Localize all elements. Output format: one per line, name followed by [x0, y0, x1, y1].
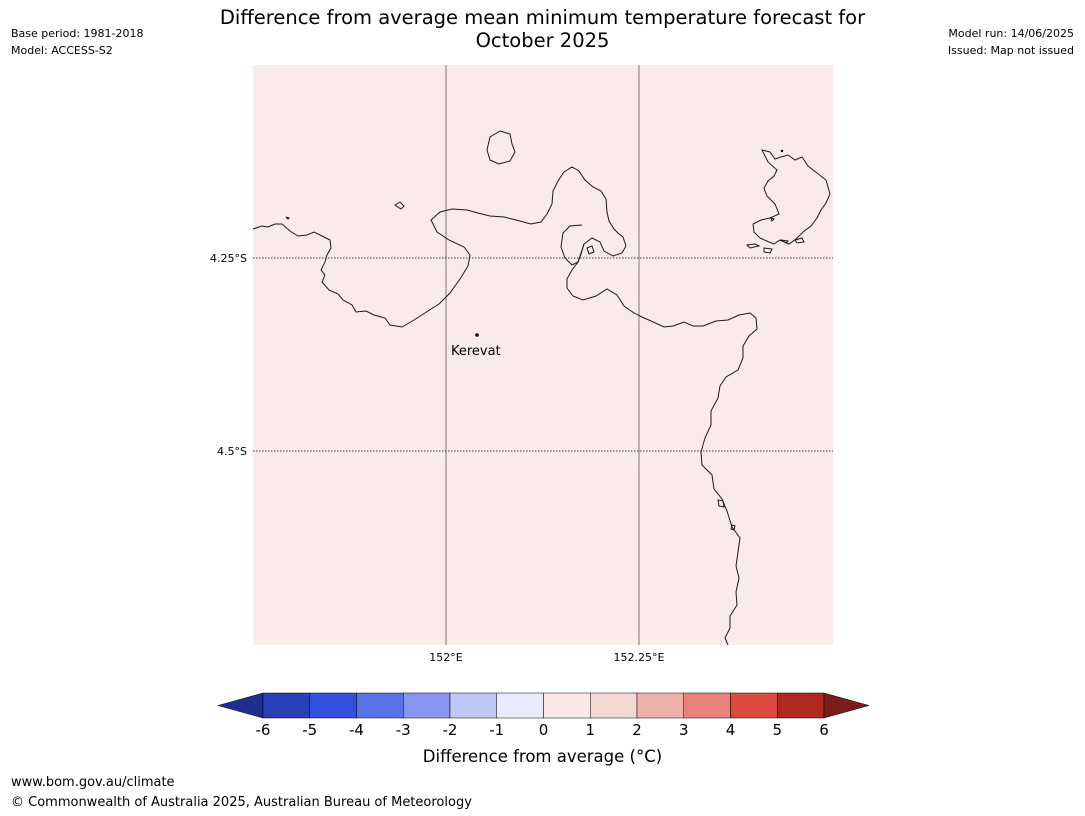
- colorbar-tick-label: 2: [632, 721, 642, 739]
- coastline: [252, 166, 758, 646]
- colorbar-segment: [777, 692, 825, 719]
- colorbar-tick-label: -2: [443, 721, 458, 739]
- coastline: [560, 224, 585, 266]
- model-text: Model: ACCESS-S2: [11, 44, 113, 57]
- model-run-text: Model run: 14/06/2025: [948, 27, 1074, 40]
- map-title-line1: Difference from average mean minimum tem…: [219, 6, 866, 29]
- colorbar-tick-label: 3: [679, 721, 689, 739]
- issued-text: Issued: Map not issued: [947, 44, 1074, 57]
- map-title: Difference from average mean minimum tem…: [180, 6, 905, 52]
- lat-label: 4.25°S: [210, 252, 247, 265]
- base-period-text: Base period: 1981-2018: [11, 27, 144, 40]
- island-outline: [770, 217, 775, 222]
- map-panel: [253, 65, 833, 645]
- colorbar-tick-label: 0: [539, 721, 549, 739]
- colorbar-extend-high: [823, 692, 870, 719]
- colorbar-ticks: -6 -5 -4 -3 -2 -1 0 1 2 3 4 5 6: [256, 721, 829, 739]
- island-outline: [780, 239, 790, 244]
- coastline-group: [252, 130, 831, 646]
- lat-label: 4.5°S: [217, 445, 247, 458]
- footer-copyright: © Commonwealth of Australia 2025, Austra…: [11, 795, 472, 810]
- island-outline: [730, 524, 736, 531]
- footer-url: www.bom.gov.au/climate: [11, 775, 175, 790]
- colorbar-tick-label: -1: [489, 721, 504, 739]
- colorbar-label: Difference from average (°C): [422, 747, 663, 766]
- colorbar-extend-low: [217, 692, 264, 719]
- island-outline: [394, 201, 405, 210]
- forecast-metadata-right: Model run: 14/06/2025 Issued: Map not is…: [948, 25, 1074, 59]
- colorbar-tick-label: 4: [726, 721, 736, 739]
- colorbar-tick-label: -4: [349, 721, 364, 739]
- colorbar-segment: [449, 692, 497, 719]
- colorbar-tick-label: -5: [302, 721, 317, 739]
- colorbar-segment: [683, 692, 731, 719]
- islet-dot: [780, 149, 784, 153]
- island-outline: [486, 130, 516, 165]
- colorbar-tick-label: 5: [772, 721, 782, 739]
- colorbar-segment: [496, 692, 544, 719]
- island-outline: [285, 216, 290, 220]
- lon-label: 152°E: [429, 651, 462, 664]
- map-title-line2: October 2025: [475, 29, 610, 52]
- colorbar-segment: [262, 692, 310, 719]
- lon-label: 152.25°E: [614, 651, 665, 664]
- forecast-metadata-left: Base period: 1981-2018 Model: ACCESS-S2: [11, 25, 143, 59]
- colorbar-segment: [590, 692, 638, 719]
- kerevat-label: Kerevat: [451, 344, 501, 359]
- colorbar-segment: [636, 692, 684, 719]
- island-outline: [794, 237, 805, 244]
- island-outline: [586, 245, 595, 255]
- colorbar-tick-label: 6: [819, 721, 829, 739]
- colorbar-segment: [356, 692, 404, 719]
- colorbar-segment: [309, 692, 357, 719]
- colorbar-segment: [730, 692, 778, 719]
- colorbar: [217, 692, 870, 719]
- island-outline: [763, 247, 773, 254]
- island-outline: [752, 149, 831, 245]
- colorbar-segment: [543, 692, 591, 719]
- colorbar-tick-label: 1: [585, 721, 595, 739]
- island-outline: [745, 243, 761, 249]
- kerevat-marker: [475, 333, 479, 337]
- island-outline: [717, 499, 725, 508]
- colorbar-segment: [403, 692, 451, 719]
- colorbar-tick-label: -6: [256, 721, 271, 739]
- colorbar-tick-label: -3: [396, 721, 411, 739]
